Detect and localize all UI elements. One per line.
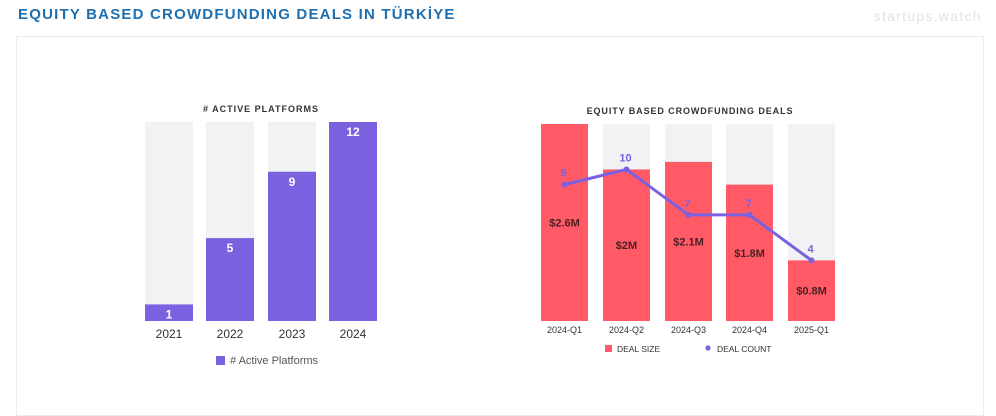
x-tick-label: 2024-Q1 — [547, 325, 582, 335]
bar-value-label: 1 — [166, 307, 173, 321]
deal-count-point — [746, 211, 753, 218]
page-title: EQUITY BASED CROWDFUNDING DEALS IN TÜRKİ… — [18, 6, 456, 23]
legend-label-active-platforms: # Active Platforms — [230, 355, 319, 367]
deals-chart-title: EQUITY BASED CROWDFUNDING DEALS — [587, 106, 794, 116]
deal-count-label: 7 — [745, 198, 751, 210]
x-tick-label: 2024-Q3 — [671, 325, 706, 335]
deal-size-label: $2.6M — [549, 218, 580, 230]
x-tick-label: 2022 — [217, 327, 244, 341]
deal-count-label: 4 — [807, 243, 814, 255]
charts-canvas: # ACTIVE PLATFORMS 1 5 9 12 2021 2022 2023 202… — [145, 104, 835, 367]
deal-count-label: 7 — [684, 198, 690, 210]
deal-size-bar-2024-Q3 — [665, 161, 712, 321]
deal-size-bar-2025-Q1 — [788, 260, 835, 321]
deal-count-label: 10 — [619, 152, 631, 164]
deal-count-point — [808, 257, 815, 264]
deal-count-label: 9 — [560, 168, 566, 180]
active-platforms-chart-title: # ACTIVE PLATFORMS — [203, 104, 319, 114]
x-tick-label: 2024-Q2 — [609, 325, 644, 335]
deal-size-bar-2024-Q4 — [726, 184, 773, 321]
legend-swatch-deal-size — [605, 345, 612, 352]
deal-size-label: $1.8M — [734, 248, 765, 260]
deals-chart: EQUITY BASED CROWDFUNDING DEALS $2.6M $2M… — [541, 106, 835, 354]
active-platforms-chart: # ACTIVE PLATFORMS 1 5 9 12 2021 2022 2023 202… — [145, 104, 377, 367]
x-tick-label: 2024 — [340, 327, 367, 341]
deal-count-point — [623, 166, 630, 173]
legend-label-deal-count: DEAL COUNT — [717, 344, 771, 354]
bar-2024 — [329, 122, 377, 321]
bar-track-2021 — [145, 122, 193, 321]
bar-2021 — [145, 304, 193, 321]
deals-legend: DEAL SIZE DEAL COUNT — [605, 344, 771, 354]
deal-count-point — [685, 211, 692, 218]
x-tick-label: 2025-Q1 — [794, 325, 829, 335]
deal-count-point — [561, 181, 568, 188]
deal-size-label: $2.1M — [673, 236, 704, 248]
bar-value-label: 5 — [227, 241, 234, 255]
bar-2022 — [206, 238, 254, 321]
bar-value-label: 9 — [289, 175, 296, 189]
x-tick-label: 2023 — [279, 327, 306, 341]
brand-watermark: startups.watch — [873, 8, 982, 24]
legend-marker-deal-count — [705, 345, 711, 351]
active-platforms-legend: # Active Platforms — [216, 355, 319, 367]
x-tick-label: 2024-Q4 — [732, 325, 767, 335]
bar-value-label: 12 — [346, 125, 360, 139]
deal-size-label: $0.8M — [796, 286, 827, 298]
deal-size-label: $2M — [616, 240, 637, 252]
legend-label-deal-size: DEAL SIZE — [617, 344, 660, 354]
deal-size-bar-2024-Q2 — [603, 169, 650, 321]
x-tick-label: 2021 — [156, 327, 183, 341]
legend-swatch-active-platforms — [216, 356, 225, 365]
bar-2023 — [268, 171, 316, 321]
deal-size-bar-2024-Q1 — [541, 124, 588, 321]
